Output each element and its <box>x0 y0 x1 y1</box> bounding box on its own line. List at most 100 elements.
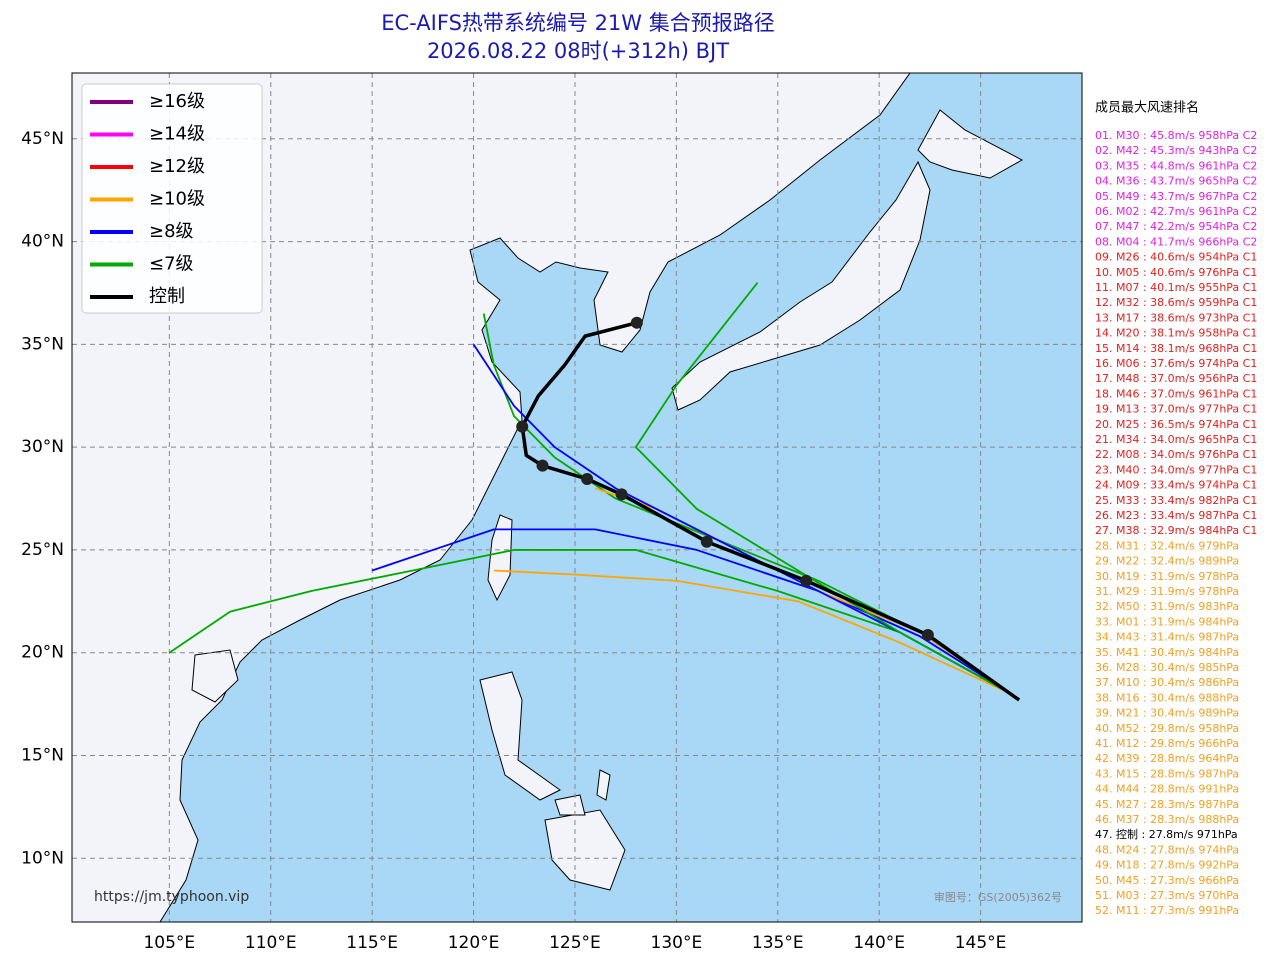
ranking-item: 32. M50 : 31.9m/s 983hPa <box>1095 600 1239 613</box>
legend-label: ≤7级 <box>149 254 194 275</box>
x-tick-label: 115°E <box>346 933 398 953</box>
ranking-item: 15. M14 : 38.1m/s 968hPa C1 <box>1095 342 1257 355</box>
ranking-title: 成员最大风速排名 <box>1095 100 1199 116</box>
x-tick-label: 130°E <box>651 933 703 953</box>
ranking-item: 20. M25 : 36.5m/s 974hPa C1 <box>1095 418 1257 431</box>
ranking-item: 28. M31 : 32.4m/s 979hPa <box>1095 539 1239 552</box>
legend-label: ≥12级 <box>149 156 205 177</box>
ranking-item: 07. M47 : 42.2m/s 954hPa C2 <box>1095 220 1257 233</box>
luzon <box>479 671 561 801</box>
x-tick-label: 145°E <box>955 933 1007 953</box>
title: EC-AIFS热带系统编号 21W 集合预报路径 <box>381 11 774 35</box>
mainland <box>72 73 911 922</box>
ranking-item: 22. M08 : 34.0m/s 976hPa C1 <box>1095 448 1257 461</box>
ranking-item: 47. 控制 : 27.8m/s 971hPa <box>1095 827 1238 841</box>
ranking-item: 02. M42 : 45.3m/s 943hPa C2 <box>1095 144 1257 157</box>
ranking-item: 21. M34 : 34.0m/s 965hPa C1 <box>1095 433 1257 446</box>
ranking-item: 29. M22 : 32.4m/s 989hPa <box>1095 555 1239 568</box>
japan <box>671 160 931 411</box>
legend-label: ≥8级 <box>149 221 194 242</box>
legend-label: 控制 <box>149 286 185 307</box>
mindanao <box>544 809 626 891</box>
y-tick-label: 20°N <box>21 643 64 663</box>
ranking-item: 44. M44 : 28.8m/s 991hPa <box>1095 783 1239 796</box>
ranking-item: 10. M05 : 40.6m/s 976hPa C1 <box>1095 266 1257 279</box>
ranking-item: 30. M19 : 31.9m/s 978hPa <box>1095 570 1239 583</box>
control-point <box>615 488 628 501</box>
ranking-item: 36. M28 : 30.4m/s 985hPa <box>1095 661 1239 674</box>
hainan <box>191 649 239 703</box>
ranking-item: 45. M27 : 28.3m/s 987hPa <box>1095 798 1239 811</box>
y-tick-label: 35°N <box>21 334 64 354</box>
ranking-item: 39. M21 : 30.4m/s 989hPa <box>1095 707 1239 720</box>
ranking-item: 51. M03 : 27.3m/s 970hPa <box>1095 889 1239 902</box>
x-tick-label: 120°E <box>448 933 500 953</box>
ranking-item: 04. M36 : 43.7m/s 965hPa C2 <box>1095 175 1257 188</box>
ranking-item: 19. M13 : 37.0m/s 977hPa C1 <box>1095 403 1257 416</box>
control-point <box>516 420 529 433</box>
ranking-item: 09. M26 : 40.6m/s 954hPa C1 <box>1095 251 1257 264</box>
ranking-item: 27. M38 : 32.9m/s 984hPa C1 <box>1095 524 1257 537</box>
x-tick-label: 125°E <box>549 933 601 953</box>
legend-label: ≥10级 <box>149 189 205 210</box>
y-tick-label: 10°N <box>21 848 64 868</box>
member-track <box>493 569 1012 695</box>
x-tick-label: 105°E <box>143 933 195 953</box>
ranking-item: 37. M10 : 30.4m/s 986hPa <box>1095 676 1239 689</box>
approval: 审图号：GS(2005)362号 <box>934 890 1062 904</box>
legend-label: ≥14级 <box>149 124 205 145</box>
ranking-item: 34. M43 : 31.4m/s 987hPa <box>1095 631 1239 644</box>
y-tick-label: 25°N <box>21 540 64 560</box>
ranking-item: 24. M09 : 33.4m/s 974hPa C1 <box>1095 479 1257 492</box>
y-tick-label: 40°N <box>21 232 64 252</box>
hokkaido <box>917 109 1024 179</box>
ranking-item: 38. M16 : 30.4m/s 988hPa <box>1095 691 1239 704</box>
x-tick-label: 110°E <box>245 933 297 953</box>
map-frame <box>71 72 1083 923</box>
ranking-item: 18. M46 : 37.0m/s 961hPa C1 <box>1095 387 1257 400</box>
member-track <box>634 282 1012 695</box>
y-tick-label: 15°N <box>21 745 64 765</box>
ranking-item: 41. M12 : 29.8m/s 966hPa <box>1095 737 1239 750</box>
control-point <box>800 574 813 587</box>
ranking-item: 12. M32 : 38.6m/s 959hPa C1 <box>1095 296 1257 309</box>
subtitle: 2026.08.22 08时(+312h) BJT <box>427 39 729 63</box>
ranking-item: 03. M35 : 44.8m/s 961hPa C2 <box>1095 159 1257 172</box>
x-tick-label: 135°E <box>752 933 804 953</box>
ranking-item: 14. M20 : 38.1m/s 958hPa C1 <box>1095 327 1257 340</box>
legend-label: ≥16级 <box>149 91 205 112</box>
legend-box <box>81 83 263 314</box>
ranking-item: 33. M01 : 31.9m/s 984hPa <box>1095 615 1239 628</box>
ranking-item: 52. M11 : 27.3m/s 991hPa <box>1095 904 1239 917</box>
ranking-item: 13. M17 : 38.6m/s 973hPa C1 <box>1095 311 1257 324</box>
ranking-item: 48. M24 : 27.8m/s 974hPa <box>1095 843 1239 856</box>
ranking-item: 16. M06 : 37.6m/s 974hPa C1 <box>1095 357 1257 370</box>
ranking-item: 35. M41 : 30.4m/s 984hPa <box>1095 646 1239 659</box>
member-track <box>371 528 1012 695</box>
ranking-item: 42. M39 : 28.8m/s 964hPa <box>1095 752 1239 765</box>
y-tick-label: 30°N <box>21 437 64 457</box>
control-point <box>536 459 549 472</box>
control-point <box>921 629 934 642</box>
y-tick-label: 45°N <box>21 129 64 149</box>
taiwan <box>487 514 513 602</box>
ranking-item: 26. M23 : 33.4m/s 987hPa C1 <box>1095 509 1257 522</box>
control-point <box>581 472 594 485</box>
member-track <box>472 343 1012 695</box>
ranking-item: 08. M04 : 41.7m/s 966hPa C2 <box>1095 235 1257 248</box>
ranking-item: 40. M52 : 29.8m/s 958hPa <box>1095 722 1239 735</box>
ranking-item: 49. M18 : 27.8m/s 992hPa <box>1095 859 1239 872</box>
source: https://jm.typhoon.vip <box>94 889 249 905</box>
member-track <box>168 549 1012 695</box>
ranking-item: 46. M37 : 28.3m/s 988hPa <box>1095 813 1239 826</box>
ranking-item: 31. M29 : 31.9m/s 978hPa <box>1095 585 1239 598</box>
ranking-item: 23. M40 : 34.0m/s 977hPa C1 <box>1095 463 1257 476</box>
ranking-item: 05. M49 : 43.7m/s 967hPa C2 <box>1095 190 1257 203</box>
control-point <box>630 316 643 329</box>
map-area <box>72 73 1082 922</box>
ranking-item: 06. M02 : 42.7m/s 961hPa C2 <box>1095 205 1257 218</box>
ranking-item: 25. M33 : 33.4m/s 982hPa C1 <box>1095 494 1257 507</box>
